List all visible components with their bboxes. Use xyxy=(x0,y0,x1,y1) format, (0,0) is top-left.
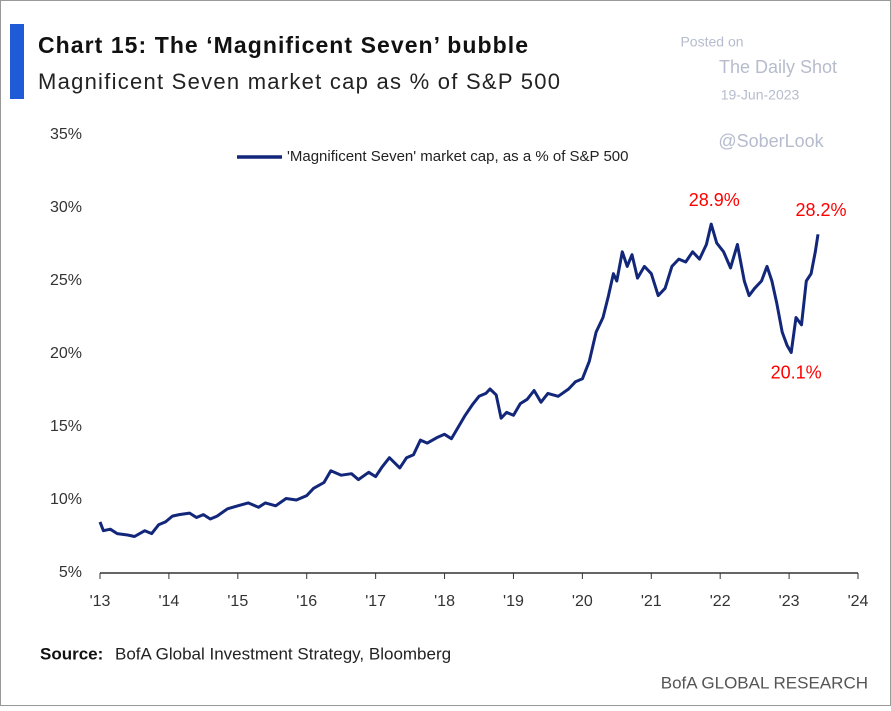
y-tick-label: 30% xyxy=(50,199,82,216)
brand: BofA GLOBAL RESEARCH xyxy=(661,673,868,692)
y-tick-label: 5% xyxy=(59,564,82,581)
x-tick-label: '16 xyxy=(296,593,317,610)
x-tick-label: '24 xyxy=(848,593,869,610)
annotation: 28.9% xyxy=(689,190,740,210)
accent-bar xyxy=(10,24,24,99)
chart-subtitle: Magnificent Seven market cap as % of S&P… xyxy=(38,69,560,94)
x-tick-label: '19 xyxy=(503,593,524,610)
y-tick-label: 25% xyxy=(50,272,82,289)
watermark: 19-Jun-2023 xyxy=(721,87,800,103)
x-tick-label: '18 xyxy=(434,593,455,610)
annotation: 28.2% xyxy=(796,200,847,220)
y-tick-label: 20% xyxy=(50,345,82,362)
y-tick-label: 35% xyxy=(50,126,82,143)
x-tick-label: '23 xyxy=(779,593,800,610)
x-tick-label: '15 xyxy=(227,593,248,610)
x-tick-label: '21 xyxy=(641,593,662,610)
y-tick-label: 15% xyxy=(50,418,82,435)
watermark: The Daily Shot xyxy=(719,57,837,77)
y-tick-label: 10% xyxy=(50,491,82,508)
x-tick-label: '17 xyxy=(365,593,386,610)
x-tick-label: '20 xyxy=(572,593,593,610)
annotation: 20.1% xyxy=(771,362,822,382)
series-line xyxy=(98,222,820,538)
x-tick-label: '13 xyxy=(90,593,111,610)
source: BofA Global Investment Strategy, Bloombe… xyxy=(115,644,451,663)
x-tick-label: '22 xyxy=(710,593,731,610)
source-label: Source: xyxy=(40,644,103,663)
watermark: Posted on xyxy=(680,34,743,50)
chart-title: Chart 15: The ‘Magnificent Seven’ bubble xyxy=(38,32,528,58)
watermark: @SoberLook xyxy=(718,131,824,151)
legend-label: 'Magnificent Seven' market cap, as a % o… xyxy=(287,148,628,165)
x-tick-label: '14 xyxy=(158,593,179,610)
